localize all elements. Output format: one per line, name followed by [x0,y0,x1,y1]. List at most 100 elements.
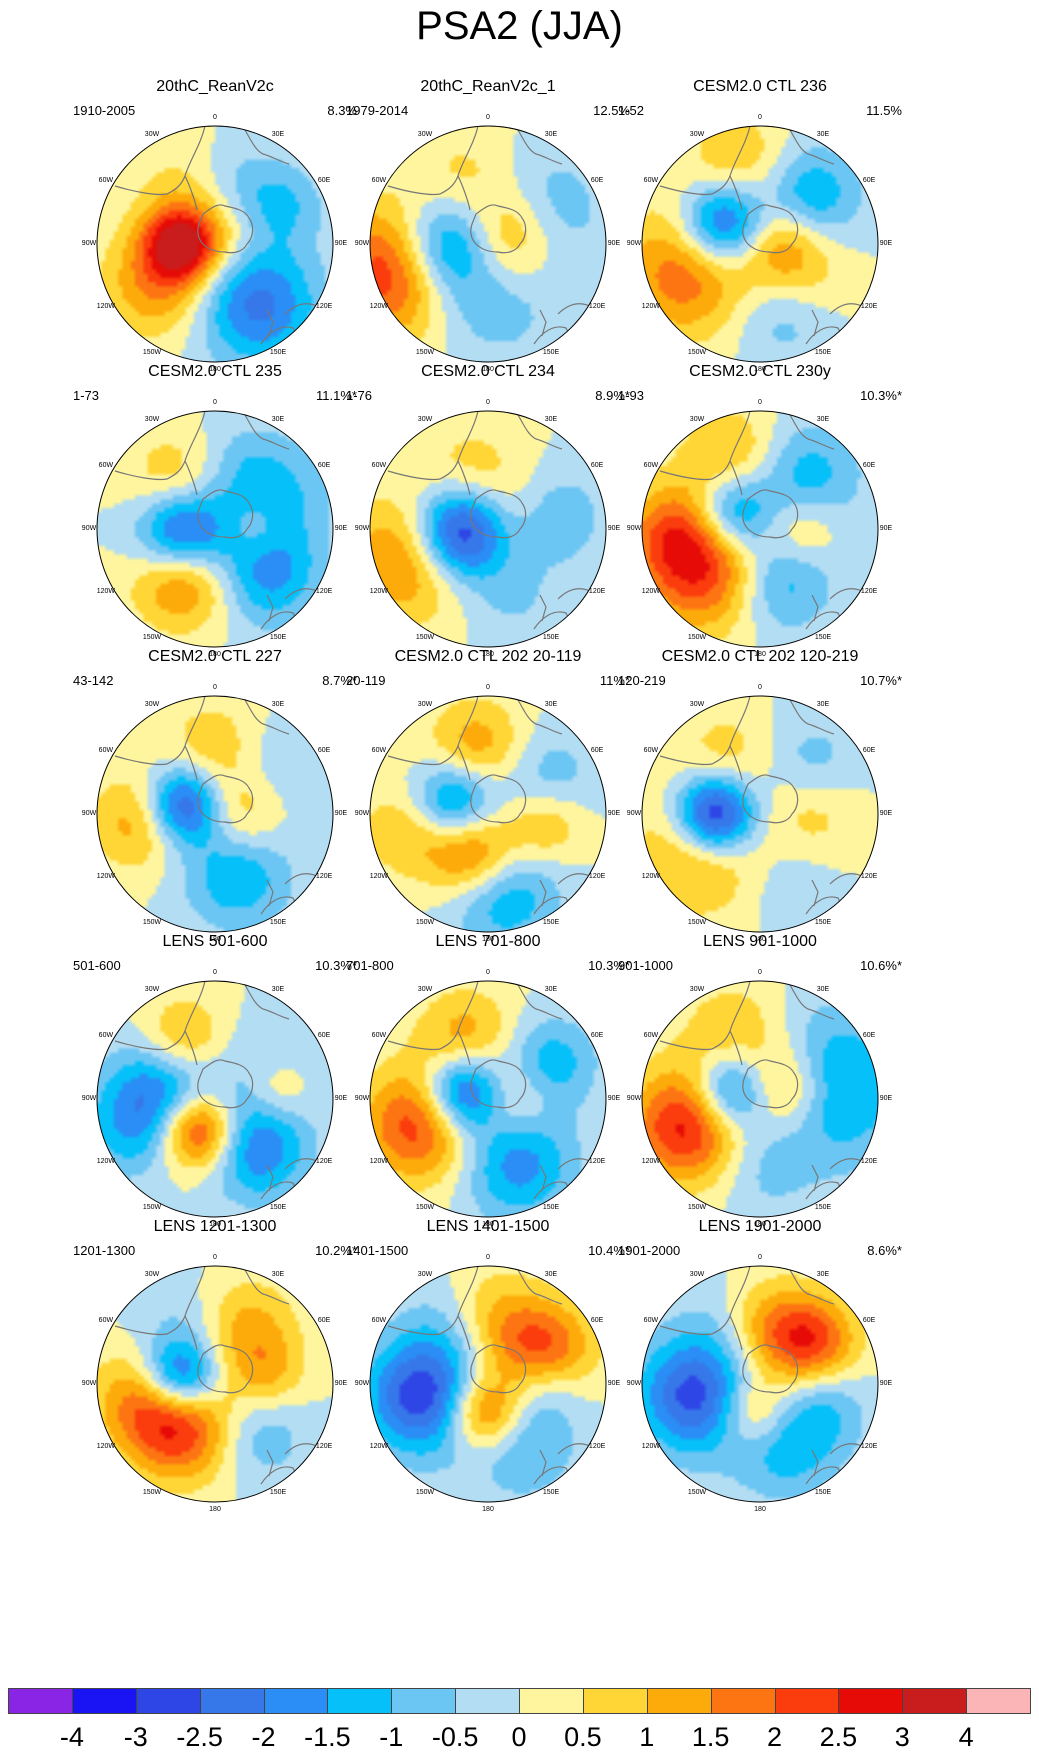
longitude-label: 30E [544,1270,558,1278]
polar-stereographic-map: 0 30E 60E 90E 120E 150E 180 150W 120W 90W 60W 30W [355,969,620,1229]
panel-range: 701-800 [346,958,394,973]
south-america-outline [114,981,206,1066]
map-boundary [96,980,334,1218]
map-panel: 20thC_ReanV2c 1910-2005 8.3% 0 30E 60E 90E 120E… [65,78,365,378]
longitude-label: 180 [754,936,766,943]
longitude-label: 150E [269,1489,287,1497]
longitude-label: 150W [687,1489,707,1497]
longitude-label: 120W [96,873,116,880]
africa-outline [789,984,835,1020]
longitude-label: 150W [687,634,707,642]
colorbar-tick-label: 0.5 [564,1722,602,1752]
colorbar-swatch [838,1688,904,1714]
longitude-label: 90E [334,240,348,247]
polar-stereographic-map: 0 30E 60E 90E 120E 150E 180 150W 120W 90W 60W 30W [627,1254,892,1514]
longitude-label: 60W [98,1032,114,1039]
longitude-label: 120W [369,1443,389,1450]
colorbar-tick-label: -1.5 [304,1722,351,1752]
map-boundary [369,980,607,1218]
antarctica-outline [197,489,254,539]
south-america-outline [659,981,751,1066]
longitude-label: 150W [142,1489,162,1497]
polar-stereographic-map: 0 30E 60E 90E 120E 150E 180 150W 120W 90W 60W 30W [354,1254,620,1514]
colorbar-swatch [135,1688,201,1714]
map-svg [641,410,879,648]
longitude-label: 30W [144,1270,160,1278]
longitude-label: 180 [482,936,494,943]
longitude-label: 60E [862,747,876,754]
map-boundary [96,695,334,933]
longitude-label: 120W [96,588,116,595]
longitude-label: 120E [860,303,878,310]
longitude-label: 60W [643,1032,659,1039]
longitude-label: 150E [814,634,832,642]
longitude-label: 180 [754,651,766,658]
panel-title: CESM2.0 CTL 234 [421,363,555,380]
colorbar-tick-label: -2.5 [176,1722,223,1752]
longitude-label: 150E [269,1204,287,1212]
longitude-label: 0 [486,399,490,406]
polar-stereographic-map: 0 30E 60E 90E 120E 150E 180 150W 120W 90W 60W 30W [627,969,892,1229]
africa-outline [517,984,563,1020]
map-boundary [641,695,879,933]
colorbar-swatch [327,1688,393,1714]
panel-title: CESM2.0 CTL 230y [689,363,831,380]
longitude-label: 60E [317,747,331,754]
africa-outline [244,984,290,1020]
longitude-label: 90W [626,525,642,532]
panel-title: CESM2.0 CTL 235 [148,363,282,380]
longitude-label: 180 [482,651,494,658]
panel-title: CESM2.0 CTL 227 [148,648,282,665]
longitude-label: 120W [96,1443,116,1450]
longitude-label: 150W [415,349,435,357]
panel-variance-percent: 10.6%* [860,958,902,973]
polar-stereographic-map: 0 30E 60E 90E 120E 150E 180 150W 120W 90W 60W 30W [354,399,620,659]
panel-range: 43-142 [73,673,114,688]
map-panel: LENS 701-800 701-800 10.3%* 0 30E 60E 90E 120E 1… [338,933,638,1233]
polar-stereographic-map: 0 30E 60E 90E 120E 150E 180 150W 120W 90W 60W 30W [82,1254,347,1514]
antarctica-outline [197,1059,254,1109]
contour-field [97,696,333,932]
panel-range: 501-600 [73,958,121,973]
map-svg [96,695,334,933]
south-america-outline [659,126,751,211]
panel-title: CESM2.0 CTL 202 120-219 [661,648,859,665]
panel-range: 1401-1500 [346,1243,409,1258]
longitude-label: 30W [689,130,705,138]
africa-outline [517,699,563,735]
longitude-label: 30E [271,1270,285,1278]
longitude-label: 120E [588,873,606,880]
longitude-label: 120W [369,873,389,880]
map-panel: CESM2.0 CTL 202 120-219 120-219 10.7%* 0 30E… [610,648,910,948]
antarctica-outline [470,1344,527,1394]
longitude-label: 120E [315,1443,333,1450]
map-svg [369,410,607,648]
panel-title: CESM2.0 CTL 202 20-119 [394,648,582,665]
longitude-label: 120E [588,1158,606,1165]
longitude-label: 120W [369,1158,389,1165]
longitude-label: 0 [213,684,217,691]
panel-range: 1-93 [618,388,645,403]
longitude-label: 60E [862,177,876,184]
panel-range: 120-219 [618,673,666,688]
longitude-label: 90W [354,1380,370,1387]
longitude-label: 150E [269,634,287,642]
colorbar-swatch [263,1688,329,1714]
colorbar-swatch [646,1688,712,1714]
longitude-label: 30E [271,985,285,993]
longitude-label: 150E [542,919,560,927]
polar-stereographic-map: 0 30E 60E 90E 120E 150E 180 150W 120W 90W 60W 30W [81,969,347,1229]
longitude-label: 90W [354,525,370,532]
longitude-label: 180 [209,936,221,943]
longitude-label: 150E [542,349,560,357]
panel-variance-percent: 10.3%* [315,958,357,973]
panel-variance-percent: 10.3%* [588,958,630,973]
panel-variance-percent: 8.7%* [322,673,357,688]
polar-stereographic-map: 0 30E 60E 90E 120E 150E 180 150W 120W 90W 60W 30W [355,114,620,374]
south-america-outline [114,1266,206,1351]
longitude-label: 90W [81,1095,97,1102]
longitude-label: 150W [687,1204,707,1212]
colorbar-tick-label: 4 [958,1722,974,1752]
longitude-label: 30E [816,1270,830,1278]
longitude-label: 120E [315,1158,333,1165]
